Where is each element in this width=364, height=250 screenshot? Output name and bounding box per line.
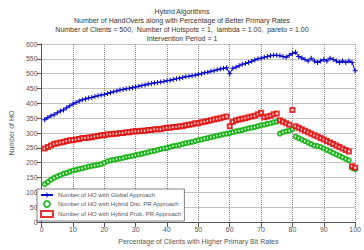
svg-text:Percentage of Clients with Hig: Percentage of Clients with Higher Primar… xyxy=(118,238,279,246)
svg-text:90: 90 xyxy=(320,226,328,233)
svg-text:0: 0 xyxy=(33,218,38,226)
svg-text:300: 300 xyxy=(26,130,38,137)
svg-text:600: 600 xyxy=(26,41,38,48)
svg-text:50: 50 xyxy=(194,226,202,233)
svg-text:10: 10 xyxy=(69,226,77,233)
svg-text:400: 400 xyxy=(26,100,38,107)
svg-text:Number of Clients = 500, Numb: Number of Clients = 500, Number of Hotsp… xyxy=(55,26,308,34)
svg-text:550: 550 xyxy=(26,55,38,62)
svg-text:Number of HO with Global Appro: Number of HO with Global Approach xyxy=(58,192,155,198)
svg-text:250: 250 xyxy=(26,144,38,151)
svg-text:150: 150 xyxy=(26,174,38,181)
svg-text:80: 80 xyxy=(289,226,297,233)
svg-text:Intervention Period = 1: Intervention Period = 1 xyxy=(147,35,218,42)
svg-text:100: 100 xyxy=(349,226,361,233)
svg-text:Number of HO with Hybrid Dist.: Number of HO with Hybrid Dist. PR Approa… xyxy=(58,201,179,207)
svg-text:500: 500 xyxy=(26,70,38,77)
svg-text:20: 20 xyxy=(100,226,108,233)
svg-text:Hybrid Algorithms: Hybrid Algorithms xyxy=(155,8,210,16)
svg-text:Number of HandOvers along with: Number of HandOvers along with Percentag… xyxy=(74,17,290,25)
svg-text:40: 40 xyxy=(163,226,171,233)
svg-text:450: 450 xyxy=(26,85,38,92)
svg-text:200: 200 xyxy=(26,159,38,166)
svg-text:50: 50 xyxy=(30,204,38,211)
svg-text:Number of HO with Hybrid Prob.: Number of HO with Hybrid Prob. PR Approa… xyxy=(58,211,181,217)
svg-text:60: 60 xyxy=(226,226,234,233)
svg-text:30: 30 xyxy=(132,226,140,233)
svg-text:70: 70 xyxy=(257,226,265,233)
svg-text:Number of HO: Number of HO xyxy=(8,110,15,156)
svg-text:100: 100 xyxy=(26,189,38,196)
svg-text:350: 350 xyxy=(26,115,38,122)
svg-text:0: 0 xyxy=(40,226,44,233)
